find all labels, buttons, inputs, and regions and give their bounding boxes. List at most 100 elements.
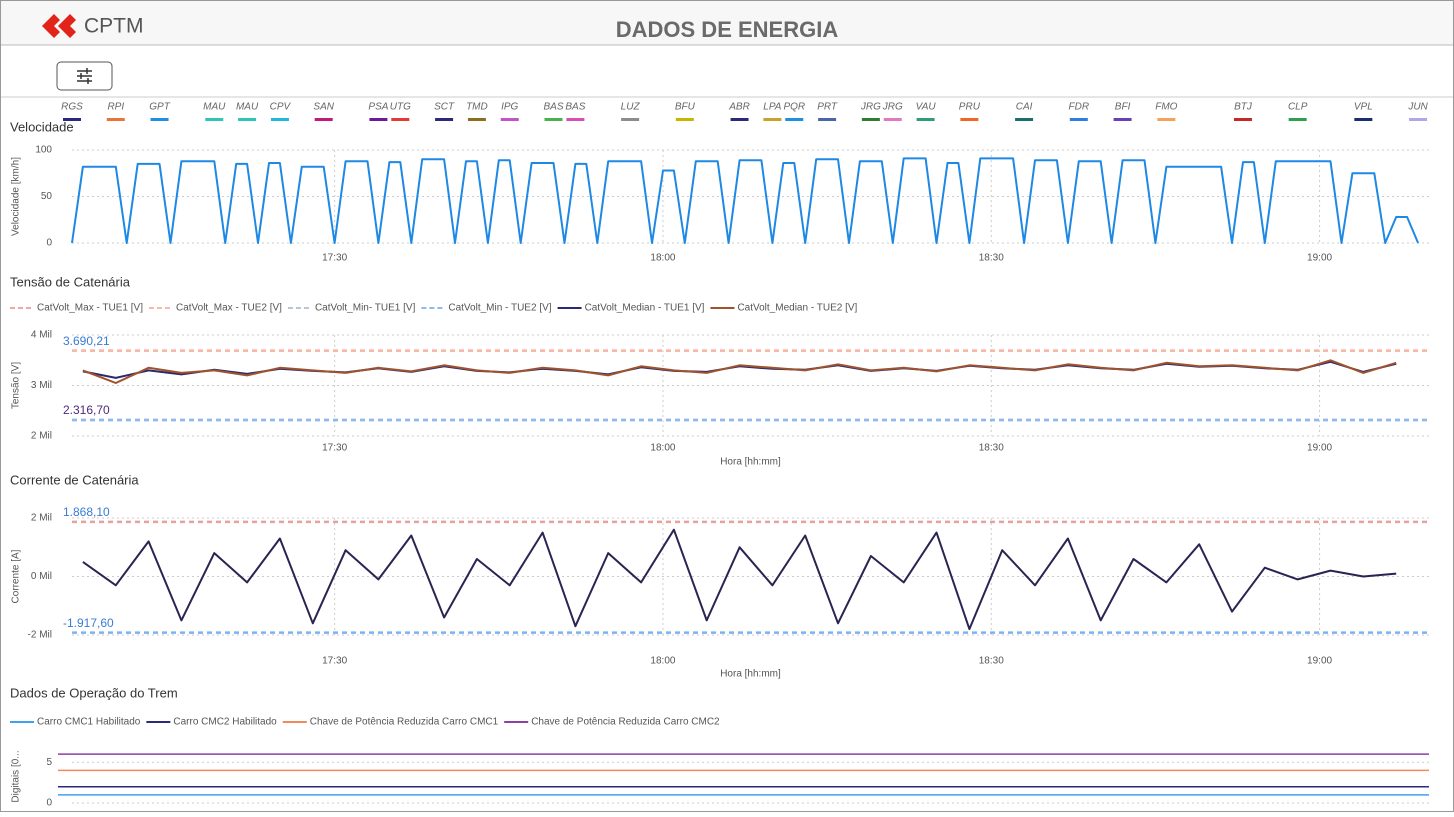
station-label: PRT: [817, 102, 838, 113]
station-marker: [884, 118, 902, 121]
station-label: SCT: [434, 102, 455, 113]
legend-label: Chave de Potência Reduzida Carro CMC2: [531, 717, 720, 728]
y-tick-label: 100: [35, 145, 52, 156]
y-axis-title: Tensão [V]: [11, 362, 22, 409]
station-marker: [107, 118, 125, 121]
station-marker: [435, 118, 453, 121]
legend-label: CatVolt_Max - TUE1 [V]: [37, 303, 143, 314]
station-marker: [1354, 118, 1372, 121]
station-marker: [1070, 118, 1088, 121]
y-tick-label: 50: [41, 191, 53, 202]
station-marker: [205, 118, 223, 121]
station-marker: [63, 118, 81, 121]
station-marker: [917, 118, 935, 121]
legend-label: CatVolt_Min- TUE1 [V]: [315, 303, 416, 314]
station-marker: [960, 118, 978, 121]
station-marker: [151, 118, 169, 121]
station-marker: [1114, 118, 1132, 121]
y-tick-label: 2 Mil: [31, 431, 52, 442]
station-marker: [1409, 118, 1427, 121]
x-axis-title: Hora [hh:mm]: [720, 457, 781, 468]
station-label: BAS: [565, 102, 585, 113]
x-tick-label: 18:00: [650, 656, 675, 667]
y-axis-title: Corrente [A]: [11, 549, 22, 603]
station-label: BTJ: [1234, 102, 1253, 113]
x-tick-label: 18:30: [979, 656, 1004, 667]
reference-label: 3.690,21: [63, 334, 110, 348]
chart-title: Velocidade: [10, 119, 74, 134]
station-label: LUZ: [621, 102, 641, 113]
station-label: SAN: [313, 102, 334, 113]
x-tick-label: 17:30: [322, 443, 347, 454]
station-label: JRG: [882, 102, 903, 113]
x-tick-label: 18:30: [979, 443, 1004, 454]
station-label: MAU: [203, 102, 226, 113]
y-tick-label: 0: [46, 798, 52, 809]
legend-label: Carro CMC1 Habilitado: [37, 717, 141, 728]
y-axis-title: Velocidade [km/h]: [11, 157, 22, 236]
legend-label: CatVolt_Max - TUE2 [V]: [176, 303, 282, 314]
station-label: BFI: [1115, 102, 1131, 113]
x-tick-label: 19:00: [1307, 253, 1332, 264]
logo-text: CPTM: [84, 15, 144, 38]
station-marker: [763, 118, 781, 121]
x-tick-label: 19:00: [1307, 656, 1332, 667]
station-label: BAS: [544, 102, 564, 113]
y-tick-label: 0: [46, 238, 52, 249]
x-tick-label: 18:00: [650, 253, 675, 264]
reference-label: 1.868,10: [63, 505, 110, 519]
station-label: PSA: [368, 102, 388, 113]
station-marker: [501, 118, 519, 121]
station-marker: [391, 118, 409, 121]
station-label: JUN: [1407, 102, 1428, 113]
x-tick-label: 17:30: [322, 656, 347, 667]
station-marker: [785, 118, 803, 121]
station-label: VAU: [916, 102, 937, 113]
legend-label: CatVolt_Median - TUE1 [V]: [585, 303, 705, 314]
y-tick-label: 0 Mil: [31, 571, 52, 582]
station-label: VPL: [1354, 102, 1373, 113]
station-label: PRU: [959, 102, 981, 113]
station-label: RGS: [61, 102, 83, 113]
station-marker: [621, 118, 639, 121]
x-tick-label: 18:30: [979, 253, 1004, 264]
y-tick-label: 5: [46, 757, 52, 768]
station-label: GPT: [149, 102, 170, 113]
legend-label: CatVolt_Median - TUE2 [V]: [737, 303, 857, 314]
station-label: BFU: [675, 102, 696, 113]
station-label: FMO: [1155, 102, 1177, 113]
station-label: PQR: [783, 102, 805, 113]
station-marker: [1015, 118, 1033, 121]
y-tick-label: 4 Mil: [31, 330, 52, 341]
legend-label: Carro CMC2 Habilitado: [173, 717, 277, 728]
station-marker: [676, 118, 694, 121]
legend-label: Chave de Potência Reduzida Carro CMC1: [310, 717, 499, 728]
x-tick-label: 17:30: [322, 253, 347, 264]
station-label: JRG: [860, 102, 881, 113]
y-tick-label: 2 Mil: [31, 513, 52, 524]
x-tick-label: 18:00: [650, 443, 675, 454]
station-marker: [731, 118, 749, 121]
station-marker: [238, 118, 256, 121]
chart-title: Dados de Operação do Trem: [10, 685, 178, 700]
station-label: ABR: [728, 102, 750, 113]
station-label: CAI: [1016, 102, 1033, 113]
station-marker: [545, 118, 563, 121]
filter-icon: [77, 68, 92, 84]
station-marker: [468, 118, 486, 121]
station-label: LPA: [763, 102, 781, 113]
filter-button[interactable]: [57, 62, 112, 90]
y-tick-label: 3 Mil: [31, 380, 52, 391]
station-marker: [818, 118, 836, 121]
station-label: CLP: [1288, 102, 1308, 113]
station-marker: [271, 118, 289, 121]
station-label: RPI: [107, 102, 124, 113]
x-tick-label: 19:00: [1307, 443, 1332, 454]
page-title: DADOS DE ENERGIA: [616, 17, 839, 42]
x-axis-title: Hora [hh:mm]: [720, 669, 781, 680]
station-label: FDR: [1069, 102, 1090, 113]
station-marker: [862, 118, 880, 121]
station-marker: [1157, 118, 1175, 121]
frame: [1, 1, 1454, 812]
station-marker: [315, 118, 333, 121]
